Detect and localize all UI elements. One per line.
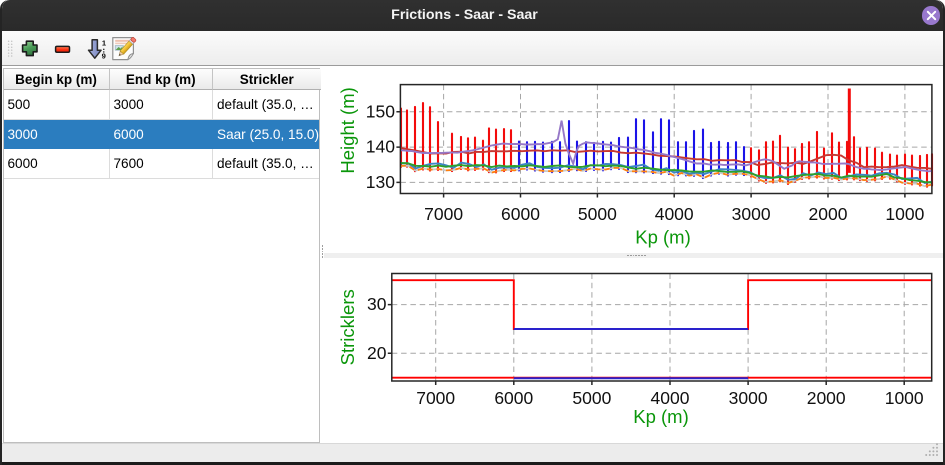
svg-text:30: 30 (367, 294, 387, 314)
svg-text:7000: 7000 (424, 204, 463, 224)
svg-text:1000: 1000 (885, 204, 924, 224)
svg-text:1: 1 (102, 38, 107, 47)
svg-text:130: 130 (366, 172, 395, 192)
svg-text:5000: 5000 (578, 204, 617, 224)
svg-text:Kp (m): Kp (m) (633, 406, 689, 427)
svg-text:3000: 3000 (729, 388, 768, 408)
svg-text:20: 20 (367, 343, 387, 363)
svg-text:4000: 4000 (655, 204, 694, 224)
svg-text:6000: 6000 (494, 388, 533, 408)
svg-text:Height (m): Height (m) (337, 87, 358, 173)
svg-text:Kp (m): Kp (m) (635, 227, 691, 248)
svg-text:2000: 2000 (809, 204, 848, 224)
svg-text:5000: 5000 (572, 388, 611, 408)
svg-text:9: 9 (102, 52, 106, 61)
svg-text:3000: 3000 (732, 204, 771, 224)
svg-text:140: 140 (366, 137, 395, 157)
svg-text:2000: 2000 (807, 388, 846, 408)
svg-text:1000: 1000 (885, 388, 924, 408)
svg-text:6000: 6000 (501, 204, 540, 224)
svg-text:150: 150 (366, 101, 395, 121)
svg-text:7000: 7000 (416, 388, 455, 408)
svg-text:Stricklers: Stricklers (337, 289, 358, 365)
svg-text:4000: 4000 (651, 388, 690, 408)
